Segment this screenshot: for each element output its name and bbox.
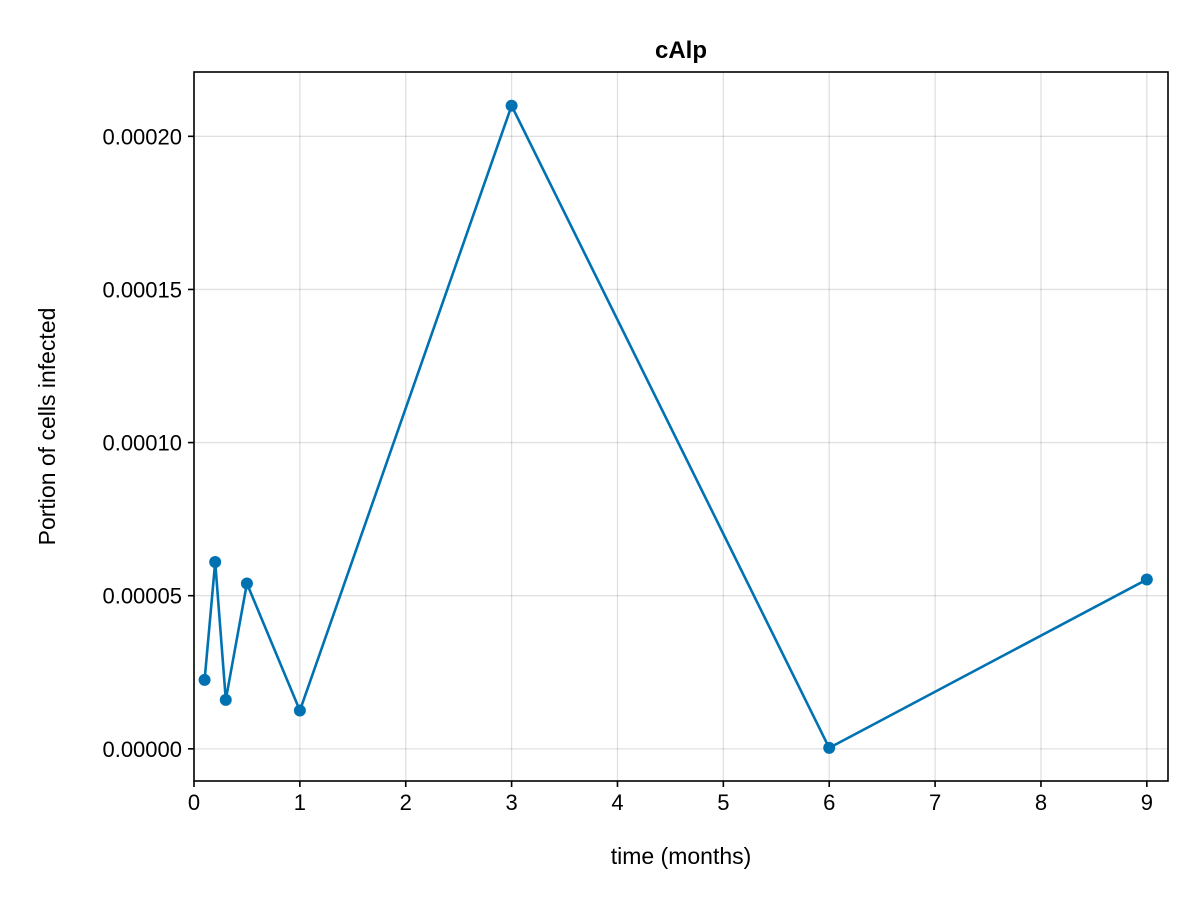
- grid-layer: [193, 72, 1168, 781]
- x-tick-label: 1: [294, 790, 306, 815]
- x-axis-label: time (months): [611, 843, 752, 869]
- y-tick-label: 0.00010: [102, 431, 182, 456]
- y-tick-label: 0.00020: [102, 124, 182, 149]
- plot-frame: [193, 71, 1169, 782]
- x-tick-label: 7: [929, 790, 941, 815]
- x-tick-label: 3: [505, 790, 517, 815]
- x-tick-label: 6: [823, 790, 835, 815]
- x-tick-label: 8: [1035, 790, 1047, 815]
- data-point: [293, 704, 306, 717]
- data-point: [209, 556, 222, 569]
- x-tick-label: 9: [1141, 790, 1153, 815]
- x-tick-label: 0: [188, 790, 200, 815]
- tick-layer: 0 1 2 3 4 5 6 7 8 9 0.00000 0.00005 0.00010 0.00015 0.…: [102, 124, 1152, 815]
- data-point: [505, 99, 518, 112]
- data-point: [823, 741, 836, 754]
- data-point: [219, 693, 232, 706]
- y-tick-label: 0.00005: [102, 584, 182, 609]
- data-point: [198, 673, 211, 686]
- x-tick-label: 4: [611, 790, 623, 815]
- series-line: [203, 104, 1148, 750]
- y-tick-label: 0.00015: [102, 277, 182, 302]
- data-point: [1140, 573, 1153, 586]
- series-layer: [198, 99, 1153, 754]
- x-tick-label: 2: [400, 790, 412, 815]
- data-point: [240, 577, 253, 590]
- y-axis-label: Portion of cells infected: [34, 308, 60, 546]
- x-tick-label: 5: [717, 790, 729, 815]
- y-tick-label: 0.00000: [102, 737, 182, 762]
- chart-title: cAlp: [655, 37, 707, 64]
